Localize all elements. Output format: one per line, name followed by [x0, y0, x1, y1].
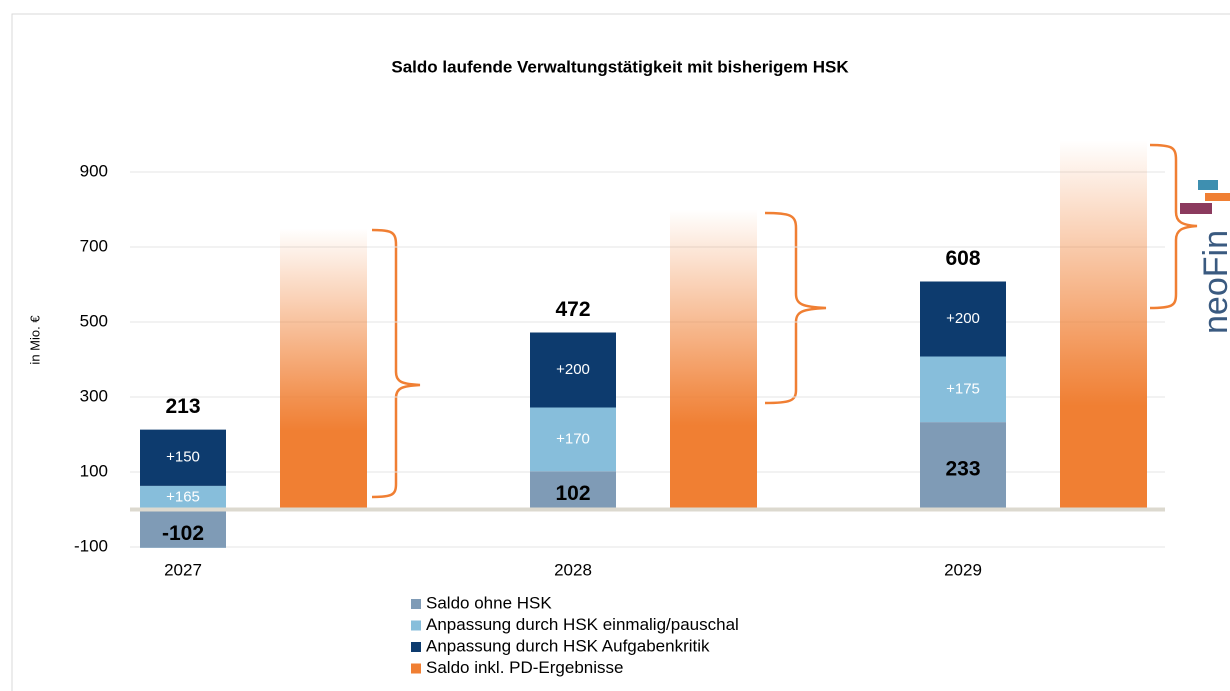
value-label: +170 — [556, 430, 590, 447]
bar-segment — [530, 332, 616, 408]
y-tick-label: 700 — [80, 236, 108, 255]
bar-segment — [530, 407, 616, 472]
y-tick-label: -100 — [74, 536, 108, 555]
y-tick-label: 500 — [80, 311, 108, 330]
value-label: 233 — [945, 457, 980, 480]
value-label: -102 — [162, 522, 204, 545]
y-tick-label: 300 — [80, 386, 108, 405]
y-tick-label: 100 — [80, 461, 108, 480]
value-label: 102 — [555, 482, 590, 505]
x-tick-label: 2027 — [164, 560, 202, 579]
bar — [670, 209, 757, 510]
bar-segment — [920, 422, 1006, 510]
logo-block — [1205, 193, 1230, 201]
legend-swatch — [411, 620, 421, 631]
bar-segment — [920, 281, 1006, 357]
bar-segment — [140, 509, 226, 548]
total-label: 472 — [555, 298, 590, 321]
legend-label: Saldo inkl. PD-Ergebnisse — [426, 658, 623, 677]
bar-segment — [140, 429, 226, 486]
legend-swatch — [411, 642, 421, 652]
x-tick-label: 2028 — [554, 560, 592, 579]
value-label: +200 — [946, 310, 980, 327]
chart-title: Saldo laufende Verwaltungstätigkeit mit … — [391, 57, 849, 76]
bar-segment — [920, 356, 1006, 423]
y-tick-label: 900 — [80, 161, 108, 180]
frame — [11, 13, 1230, 691]
bar-segment — [530, 471, 616, 510]
legend-label: Anpassung durch HSK einmalig/pauschal — [426, 615, 739, 634]
bar — [1060, 140, 1147, 510]
total-label: 213 — [165, 395, 200, 418]
legend-label: Saldo ohne HSK — [426, 593, 552, 612]
brace — [764, 211, 827, 405]
value-label: +165 — [166, 489, 200, 506]
logo-text: neoFin — [1197, 230, 1230, 334]
bar — [280, 228, 367, 510]
logo: neoFin — [1180, 180, 1230, 334]
y-axis-label: in Mio. € — [27, 315, 42, 365]
legend-swatch — [411, 599, 421, 609]
logo-block — [1198, 180, 1218, 190]
legend-label: Anpassung durch HSK Aufgabenkritik — [426, 636, 710, 655]
brace — [1149, 143, 1198, 310]
value-label: +175 — [946, 380, 980, 397]
logo-block — [1180, 203, 1212, 214]
brace — [371, 228, 421, 499]
value-label: +200 — [556, 361, 590, 378]
total-label: 608 — [945, 247, 980, 270]
value-label: +150 — [166, 449, 200, 466]
x-tick-label: 2029 — [944, 560, 982, 579]
legend-swatch — [411, 663, 421, 674]
